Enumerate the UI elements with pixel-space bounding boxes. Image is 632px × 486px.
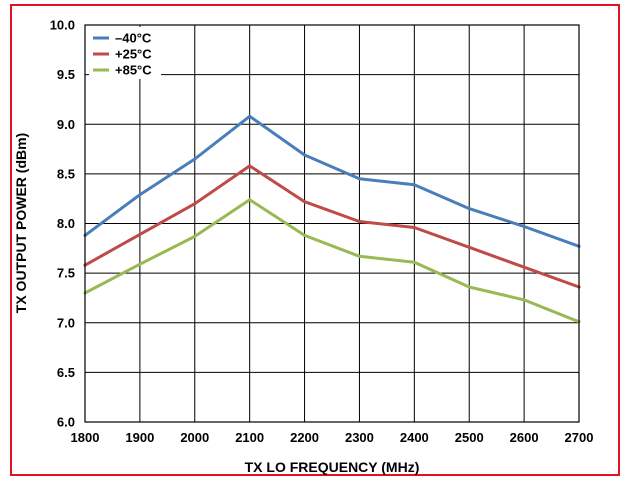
series-line-0 [83,114,581,248]
x-tick-label: 2700 [565,430,594,445]
x-tick-label: 2400 [400,430,429,445]
data-point [303,200,307,204]
data-point [303,233,307,237]
data-point [357,254,361,258]
data-point [248,164,252,168]
data-point [138,262,142,266]
y-tick-label: 8.5 [57,166,75,181]
y-axis-title: TX OUTPUT POWER (dBm) [13,133,29,313]
data-point [357,177,361,181]
data-point [522,265,526,269]
data-point [467,285,471,289]
x-tick-label: 2600 [510,430,539,445]
legend-label-0: –40°C [115,31,152,46]
series-line-2 [83,198,581,324]
y-tick-label: 6.0 [57,415,75,430]
data-point [467,245,471,249]
data-point [248,198,252,202]
data-point [412,183,416,187]
data-point [138,193,142,197]
y-tick-label: 7.5 [57,266,75,281]
plot-border [84,24,580,423]
data-point [193,202,197,206]
y-tick-label: 8.0 [57,216,75,231]
x-tick-label: 2100 [235,430,264,445]
y-tick-labels: 6.0 6.5 7.0 7.5 8.0 8.5 9.0 9.5 10.0 [50,18,75,430]
y-tick-label: 6.5 [57,365,75,380]
y-tick-label: 9.5 [57,67,75,82]
y-tick-label: 7.0 [57,315,75,330]
x-axis-title: TX LO FREQUENCY (MHz) [245,459,420,475]
x-tick-label: 2500 [455,430,484,445]
y-tick-label: 10.0 [50,18,75,33]
data-point [303,153,307,157]
data-point [522,298,526,302]
x-tick-label: 2200 [290,430,319,445]
legend-label-2: +85°C [115,63,152,78]
data-point [522,225,526,228]
legend-label-1: +25°C [115,47,152,62]
data-point [193,157,197,161]
data-point [138,232,142,236]
series-layer [83,114,581,324]
data-point [248,114,252,118]
x-tick-labels: 1800 1900 2000 2100 2200 2300 2400 2500 2600 2700 [71,430,594,445]
series-line-1 [83,164,581,289]
legend: –40°C+25°C+85°C [89,27,161,79]
data-point [357,220,361,223]
x-tick-label: 2000 [180,430,209,445]
data-point [467,207,471,211]
data-point [193,234,197,238]
x-tick-label: 1800 [71,430,100,445]
y-tick-label: 9.0 [57,117,75,132]
x-tick-label: 2300 [345,430,374,445]
data-point [412,260,416,264]
x-tick-label: 1900 [125,430,154,445]
chart-frame [10,4,620,476]
data-point [412,226,416,229]
